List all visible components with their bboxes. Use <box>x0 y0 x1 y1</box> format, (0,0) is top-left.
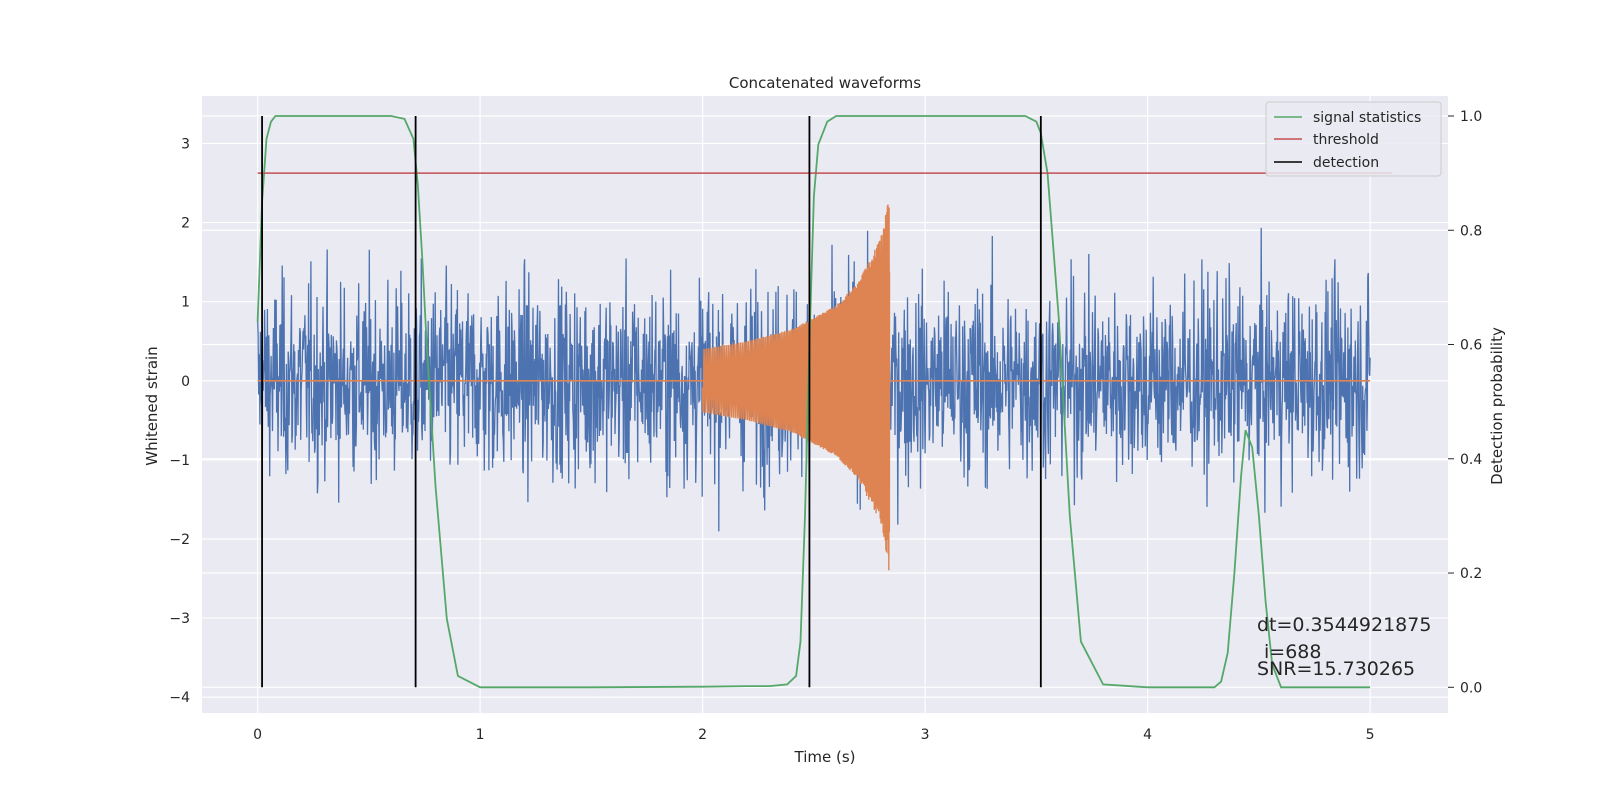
x-tick-label: 3 <box>921 727 930 743</box>
legend-label-detection: detection <box>1313 155 1379 171</box>
y-tick-label: 2 <box>181 216 190 232</box>
y2-tick-label: 0.2 <box>1460 566 1482 582</box>
x-tick-label: 2 <box>698 727 707 743</box>
x-tick-label: 4 <box>1143 727 1152 743</box>
y-tick-label: 3 <box>181 136 190 152</box>
y-tick-label: 0 <box>181 374 190 390</box>
y-axis-label: Whitened strain <box>143 346 161 465</box>
x-tick-label: 1 <box>476 727 485 743</box>
y2-axis-label: Detection probability <box>1488 327 1506 485</box>
detection-overlay <box>256 115 1393 689</box>
signal-statistics-line <box>256 115 1371 689</box>
annotation-i: i=688 <box>1264 641 1321 663</box>
y-tick-label: −2 <box>169 532 190 548</box>
y-tick-label: 1 <box>181 295 190 311</box>
x-tick-label: 5 <box>1366 727 1375 743</box>
annotation-snr: SNR=15.730265 <box>1257 658 1415 680</box>
y-tick-label: −4 <box>169 690 190 706</box>
y2-tick-label: 1.0 <box>1460 109 1482 125</box>
x-axis-label: Time (s) <box>794 748 856 766</box>
y2-tick-label: 0.4 <box>1460 452 1482 468</box>
y-tick-label: −3 <box>169 611 190 627</box>
injected-chirp-series <box>257 204 1371 571</box>
y2-tick-label: 0.6 <box>1460 338 1482 354</box>
legend-label-threshold: threshold <box>1313 132 1379 148</box>
legend-box <box>1265 101 1442 177</box>
y2-tick-label: 0.8 <box>1460 223 1482 239</box>
legend: signal statistics threshold detection <box>1265 101 1442 177</box>
chart-title: Concatenated waveforms <box>729 74 921 92</box>
annotation-dt: dt=0.3544921875 <box>1257 614 1431 636</box>
y2-tick-label: 0.0 <box>1460 680 1482 696</box>
y-tick-label: −1 <box>169 453 190 469</box>
chirp-line <box>701 204 891 571</box>
x-tick-label: 0 <box>253 727 262 743</box>
legend-label-signal-statistics: signal statistics <box>1313 110 1421 126</box>
tick-labels: 0 1 2 3 4 5 −4 −3 −2 −1 0 1 2 3 0.0 0.2 0.4 0.6 0.8 1.0 <box>169 109 1482 743</box>
